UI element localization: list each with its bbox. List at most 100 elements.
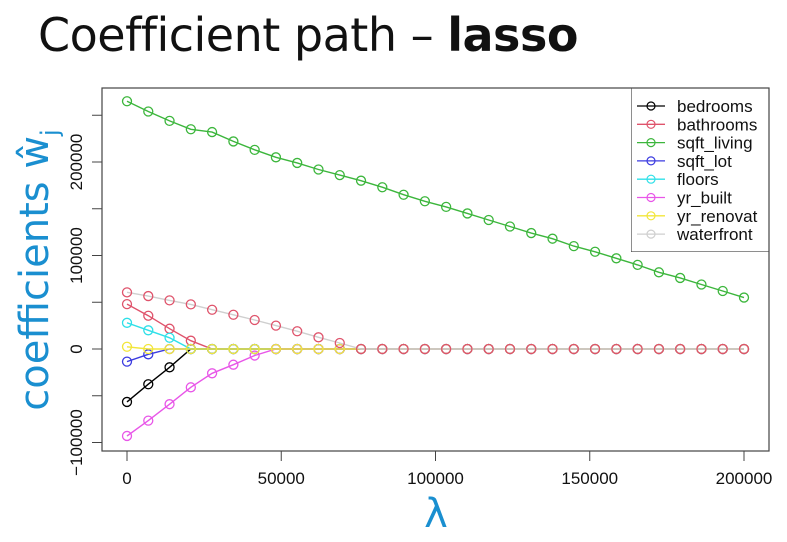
data-point bbox=[738, 343, 750, 355]
legend-item-waterfront: waterfront bbox=[637, 225, 753, 244]
y-tick-label: 100000 bbox=[67, 227, 86, 284]
data-point bbox=[334, 169, 345, 181]
data-point bbox=[696, 343, 707, 355]
data-point bbox=[270, 320, 282, 331]
legend-label: waterfront bbox=[676, 225, 753, 244]
legend-item-yr-built: yr_built bbox=[637, 189, 732, 208]
data-point bbox=[206, 304, 218, 315]
data-point bbox=[313, 332, 324, 343]
data-point bbox=[143, 325, 154, 336]
data-point bbox=[121, 287, 133, 298]
data-point bbox=[185, 124, 196, 135]
data-point bbox=[121, 396, 133, 408]
data-point bbox=[334, 343, 345, 355]
data-point bbox=[249, 144, 260, 155]
series-waterfront bbox=[121, 287, 750, 355]
data-point bbox=[228, 136, 239, 147]
data-point bbox=[121, 96, 133, 107]
legend-box bbox=[631, 88, 769, 252]
data-point bbox=[334, 337, 345, 349]
title-regular: Coefficient path – bbox=[38, 8, 448, 62]
legend-marker-icon bbox=[646, 229, 656, 239]
data-point bbox=[313, 343, 324, 355]
data-point bbox=[228, 309, 239, 320]
slide-title: Coefficient path – lasso bbox=[38, 8, 578, 62]
title-bold: lasso bbox=[447, 8, 578, 62]
x-tick-label: 50000 bbox=[258, 469, 305, 488]
legend-label: bathrooms bbox=[677, 115, 757, 134]
data-point bbox=[717, 343, 728, 355]
data-point bbox=[568, 240, 579, 252]
legend-label: bedrooms bbox=[677, 97, 753, 116]
data-point bbox=[717, 285, 728, 297]
legend-item-floors: floors bbox=[637, 170, 719, 189]
data-point bbox=[292, 157, 303, 169]
legend-label: sqft_living bbox=[677, 134, 753, 153]
legend-marker-icon bbox=[646, 211, 656, 221]
data-point bbox=[164, 332, 175, 343]
data-point bbox=[164, 362, 175, 373]
legend-item-bedrooms: bedrooms bbox=[637, 97, 753, 116]
legend-label: sqft_lot bbox=[677, 152, 732, 171]
data-point bbox=[526, 227, 537, 239]
x-axis: 0 50000 100000 150000 200000 bbox=[122, 450, 773, 488]
data-point bbox=[398, 189, 409, 200]
x-tick-label: 0 bbox=[122, 469, 131, 488]
data-point bbox=[185, 382, 196, 393]
legend-marker-icon bbox=[646, 174, 656, 184]
data-point bbox=[206, 126, 218, 138]
data-point bbox=[292, 343, 303, 355]
x-axis-title: λ bbox=[424, 491, 448, 537]
data-point bbox=[164, 115, 175, 127]
data-point bbox=[696, 279, 707, 290]
data-point bbox=[185, 335, 196, 346]
data-point bbox=[143, 349, 154, 360]
data-point bbox=[653, 343, 665, 355]
series-yr-built bbox=[121, 343, 750, 442]
data-point bbox=[121, 341, 133, 352]
data-point bbox=[504, 221, 516, 232]
data-point bbox=[164, 399, 175, 410]
data-point bbox=[355, 175, 367, 186]
data-point bbox=[228, 359, 239, 370]
data-point bbox=[143, 343, 154, 355]
data-point bbox=[547, 343, 558, 355]
data-point bbox=[292, 326, 303, 337]
data-point bbox=[738, 292, 750, 303]
data-point bbox=[440, 201, 452, 213]
data-point bbox=[143, 379, 154, 390]
y-axis-title-main: coefficients ŵ bbox=[12, 136, 58, 411]
y-tick-label: 0 bbox=[67, 344, 86, 353]
data-point bbox=[270, 152, 282, 163]
legend-item-sqft-lot: sqft_lot bbox=[637, 152, 732, 171]
y-tick-label: −100000 bbox=[67, 409, 86, 476]
data-point bbox=[526, 343, 537, 355]
data-point bbox=[632, 343, 643, 355]
data-point bbox=[632, 259, 643, 271]
data-point bbox=[653, 267, 665, 278]
legend-marker-icon bbox=[646, 101, 656, 111]
data-point bbox=[398, 343, 409, 355]
legend-marker-icon bbox=[646, 119, 656, 129]
data-point bbox=[164, 295, 175, 306]
data-point bbox=[121, 298, 133, 310]
data-point bbox=[462, 208, 473, 219]
data-point bbox=[462, 343, 473, 355]
data-point bbox=[589, 246, 601, 257]
data-point bbox=[419, 343, 431, 355]
legend-item-sqft-living: sqft_living bbox=[637, 134, 753, 153]
legend-marker-icon bbox=[646, 138, 656, 148]
data-point bbox=[419, 196, 431, 207]
legend-label: yr_renovat bbox=[677, 207, 758, 226]
data-point bbox=[206, 343, 218, 355]
data-point bbox=[249, 343, 260, 355]
plot-series bbox=[121, 96, 750, 442]
data-point bbox=[547, 233, 558, 244]
data-point bbox=[143, 106, 154, 117]
y-axis-title-sub: j bbox=[36, 129, 64, 137]
data-point bbox=[377, 343, 388, 355]
x-tick-label: 150000 bbox=[561, 469, 618, 488]
data-point bbox=[377, 182, 388, 193]
x-tick-label: 200000 bbox=[716, 469, 773, 488]
